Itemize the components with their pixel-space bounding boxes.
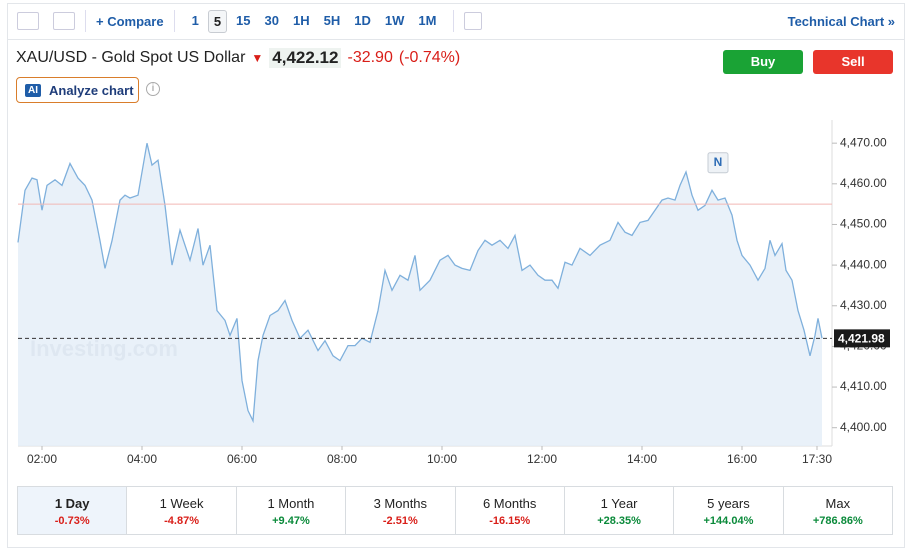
y-tick-label: 4,400.00 — [840, 420, 887, 434]
table-icon[interactable] — [464, 12, 483, 30]
interval-button[interactable]: 1M — [418, 12, 437, 28]
y-tick-label: 4,470.00 — [840, 135, 887, 149]
candle-icon[interactable] — [17, 12, 39, 30]
x-tick-label: 17:30 — [802, 452, 832, 466]
period-label: 5 years — [707, 496, 750, 511]
periods: 1 Day -0.73% 1 Week -4.87% 1 Month +9.47% 3 Mo… — [17, 486, 893, 535]
news-marker — [707, 152, 729, 174]
period-label: 1 Year — [600, 496, 638, 511]
interval-button[interactable]: 1H — [292, 12, 310, 28]
ai-badge: AI — [25, 83, 41, 97]
y-tick-label: 4,440.00 — [840, 257, 887, 271]
change-pct: (-0.74%) — [398, 49, 461, 66]
x-tick-label: 16:00 — [727, 452, 757, 466]
separator — [85, 10, 86, 32]
interval-button[interactable]: 30 — [264, 12, 279, 28]
period-cell[interactable]: 1 Month +9.47% — [235, 487, 345, 534]
period-label: 1 Month — [267, 496, 315, 511]
x-tick-label: 14:00 — [627, 452, 657, 466]
separator — [453, 10, 455, 32]
period-cell[interactable]: Max +786.86% — [782, 487, 892, 534]
period-change: -16.15% — [489, 515, 531, 527]
period-label: 6 Months — [482, 496, 537, 511]
period-label: Max — [825, 496, 851, 511]
compare-label[interactable]: Compare — [107, 13, 164, 29]
period-change: +28.35% — [597, 515, 641, 527]
header: XAU/USD - Gold Spot US Dollar ▼ 4,422.12… — [16, 48, 460, 68]
x-tick-label: 10:00 — [427, 452, 457, 466]
y-tick-label: 4,430.00 — [840, 298, 887, 312]
instrument: XAU/USD - Gold Spot US Dollar — [16, 49, 246, 66]
price-line — [17, 143, 823, 424]
news-marker-label: N — [714, 155, 723, 169]
period-label: 3 Months — [373, 496, 428, 511]
separator — [173, 10, 175, 32]
y-tick-label: 4,410.00 — [840, 379, 887, 393]
interval-button[interactable]: 15 — [236, 12, 251, 28]
interval-button[interactable]: 5H — [323, 12, 341, 28]
period-cell[interactable]: 3 Months -2.51% — [345, 487, 454, 534]
y-tick-label: 4,460.00 — [840, 176, 887, 190]
interval-button[interactable]: 1 — [191, 12, 199, 28]
period-cell[interactable]: 1 Year +28.35% — [563, 487, 673, 534]
technical-chart-link[interactable]: Technical Chart » — [787, 13, 895, 29]
info-icon[interactable]: i — [146, 82, 160, 96]
price: 4,422.12 — [269, 48, 342, 68]
x-tick-label: 04:00 — [127, 452, 157, 466]
x-tick-label: 08:00 — [327, 452, 357, 466]
period-cell[interactable]: 1 Week -4.87% — [126, 487, 235, 534]
compare-button[interactable]: + Compare — [96, 13, 164, 29]
interval-button[interactable]: 1W — [384, 12, 405, 28]
period-cell[interactable]: 1 Day -0.73% — [18, 487, 127, 534]
x-tick-label: 06:00 — [227, 452, 257, 466]
period-change: +9.47% — [272, 515, 310, 527]
interval-button[interactable]: 1D — [354, 12, 371, 28]
period-change: -4.87% — [164, 515, 199, 527]
period-change: -0.73% — [54, 515, 90, 527]
period-cell[interactable]: 6 Months -16.15% — [454, 487, 564, 534]
period-label: 1 Day — [54, 496, 90, 511]
sell-button[interactable]: Sell — [813, 50, 893, 74]
current-price-label: 4,421.98 — [838, 332, 885, 346]
period-change: +144.04% — [703, 515, 754, 527]
analyze-label: Analyze chart — [49, 82, 134, 98]
y-tick-label: 4,450.00 — [840, 217, 887, 231]
down-arrow: ▼ — [251, 51, 264, 65]
period-label: 1 Week — [159, 496, 204, 511]
period-change: -2.51% — [382, 515, 418, 527]
frame — [7, 3, 905, 548]
period-change: +786.86% — [812, 515, 863, 527]
period-cell[interactable]: 5 years +144.04% — [673, 487, 782, 534]
interval-button[interactable]: 5 — [207, 9, 228, 33]
current-price-box — [834, 329, 890, 348]
area-fill — [18, 143, 822, 446]
area-icon[interactable] — [53, 12, 75, 30]
buy-button[interactable]: Buy — [723, 50, 803, 74]
analyze-button[interactable]: AI Analyze chart — [16, 77, 139, 103]
toolbar: + Compare 1 5 15 30 1H 5H 1D 1W 1M Technical Cha… — [7, 3, 905, 40]
x-tick-label: 02:00 — [27, 452, 57, 466]
intervals: 1 5 15 30 1H 5H 1D 1W 1M — [185, 9, 444, 33]
x-tick-label: 12:00 — [527, 452, 557, 466]
change: -32.90 — [347, 49, 393, 66]
